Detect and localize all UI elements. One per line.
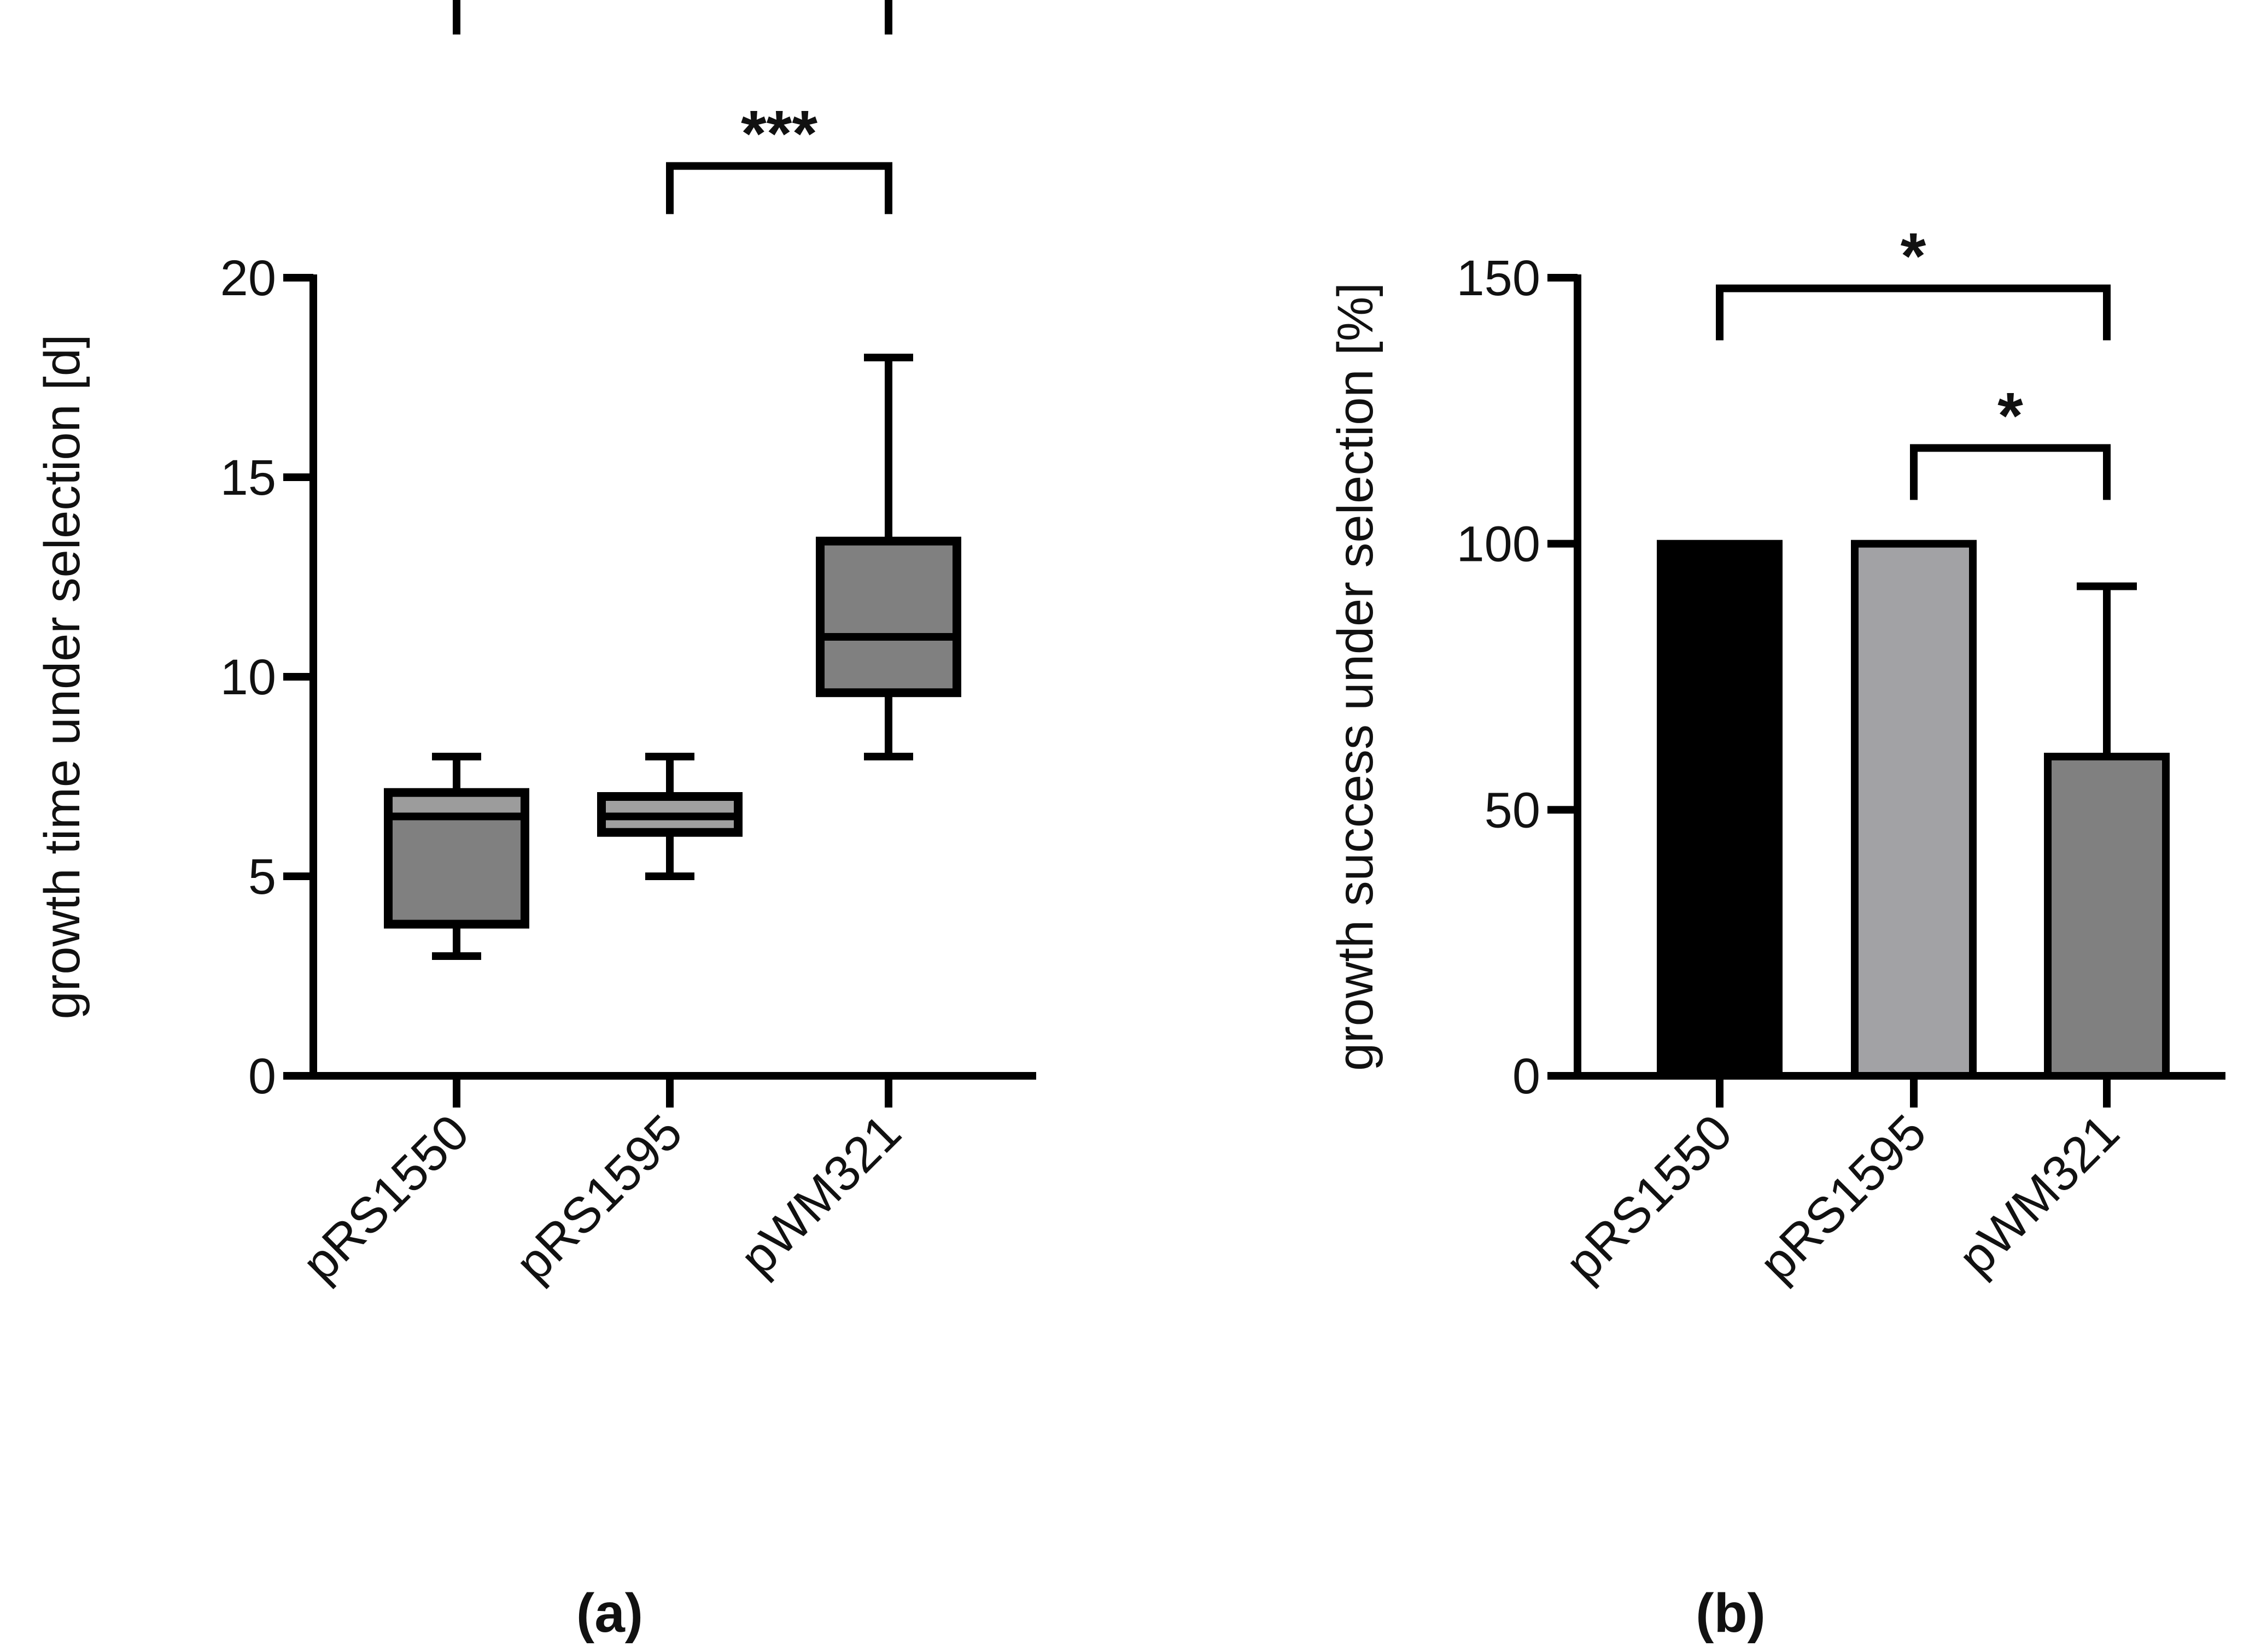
y-tick-label: 20 xyxy=(220,250,276,306)
y-tick-label: 10 xyxy=(220,649,276,705)
box-upper-fill xyxy=(820,541,957,637)
panel-a-box-plot: 0 5 10 15 20 growth time under selection [d] p… xyxy=(34,0,1036,1644)
y-tick-label: 50 xyxy=(1485,782,1540,838)
y-tick-label: 150 xyxy=(1457,250,1541,306)
panel-label: (b) xyxy=(1696,1583,1766,1644)
panel-b-bar-chart: 0 50 100 150 growth success under selection … xyxy=(1328,219,2225,1644)
y-tick-label: 0 xyxy=(1512,1048,1540,1104)
bar xyxy=(2044,753,2170,1080)
significance-bracket xyxy=(1910,444,2111,500)
box-iqr xyxy=(384,788,529,929)
significance-bracket xyxy=(666,162,892,214)
significance-label: *** xyxy=(741,97,817,171)
y-tick-label: 5 xyxy=(248,849,276,905)
box-iqr xyxy=(816,536,961,698)
x-category-label: pWM321 xyxy=(1948,1104,2130,1286)
panel-label: (a) xyxy=(576,1583,643,1644)
significance-label: * xyxy=(1901,219,1926,292)
box-lower-fill xyxy=(820,637,957,693)
x-category-label: pRS1550 xyxy=(292,1104,480,1292)
significance-bracket xyxy=(1716,284,2111,341)
x-category-label: pRS1595 xyxy=(505,1104,693,1292)
y-axis-title: growth time under selection [d] xyxy=(34,335,90,1020)
significance-label: * xyxy=(1997,379,2023,452)
y-axis-title: growth success under selection [%] xyxy=(1328,283,1383,1071)
y-tick-label: 15 xyxy=(220,450,276,506)
x-category-label: pWM321 xyxy=(730,1104,912,1286)
y-tick-label: 0 xyxy=(248,1048,276,1104)
x-category-label: pRS1595 xyxy=(1749,1104,1937,1292)
significance-bracket xyxy=(453,0,892,35)
bar xyxy=(1851,540,1977,1080)
x-category-label: pRS1550 xyxy=(1555,1104,1743,1292)
box-lower-fill xyxy=(388,816,525,924)
y-tick-label: 100 xyxy=(1457,517,1541,572)
bar xyxy=(1657,540,1783,1080)
